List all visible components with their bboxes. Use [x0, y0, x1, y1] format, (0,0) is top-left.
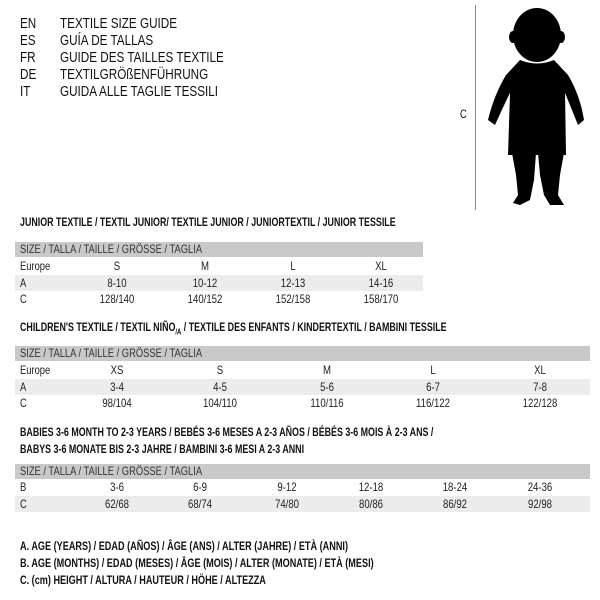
- table-cell: L: [290, 259, 296, 273]
- table-cell: 152/158: [275, 292, 311, 306]
- table-cell: 158/170: [363, 292, 399, 306]
- lang-code: IT: [20, 83, 31, 100]
- lang-title: TEXTILE SIZE GUIDE: [60, 15, 178, 32]
- table-cell: 3-6: [110, 480, 124, 494]
- legend-b: B. AGE (MONTHS) / EDAD (MESES) / ÂGE (MO…: [20, 556, 374, 570]
- table-cell: 3-4: [110, 379, 124, 394]
- table-cell: 7-8: [533, 379, 547, 394]
- header-label: SIZE / TALLA / TAILLE / GRÖSSE / TAGLIA: [20, 464, 203, 478]
- lang-title: GUIDA ALLE TAGLIE TESSILI: [60, 83, 219, 100]
- table-cell: 14-16: [368, 275, 394, 290]
- height-label: C: [460, 107, 467, 121]
- lang-code: FR: [20, 49, 36, 66]
- table-cell: M: [201, 259, 209, 273]
- junior-section-title: JUNIOR TEXTILE / TEXTIL JUNIOR/ TEXTILE …: [20, 215, 396, 229]
- table-row: Europe XS S M L XL: [15, 362, 590, 378]
- table-row: B 3-6 6-9 9-12 12-18 18-24 24-36: [15, 479, 590, 495]
- table-cell: L: [430, 363, 436, 377]
- table-cell: XL: [375, 259, 387, 273]
- table-cell: 5-6: [320, 379, 334, 394]
- header-label: SIZE / TALLA / TAILLE / GRÖSSE / TAGLIA: [20, 242, 203, 256]
- table-cell: S: [216, 363, 224, 377]
- title-part: / TEXTILE DES ENFANTS / KINDERTEXTIL / B…: [181, 320, 447, 334]
- table-cell: M: [323, 363, 331, 377]
- title-sub: /A: [175, 327, 182, 337]
- table-row: C 98/104 104/110 110/116 116/122 122/128: [15, 395, 590, 411]
- row-label: C: [20, 396, 27, 410]
- table-cell: XL: [534, 363, 546, 377]
- row-label: B: [20, 480, 27, 494]
- table-cell: 116/122: [416, 396, 450, 410]
- table-cell: 98/104: [102, 396, 132, 410]
- table-cell: 140/152: [187, 292, 223, 306]
- babies-table-header: SIZE / TALLA / TAILLE / GRÖSSE / TAGLIA: [15, 464, 590, 479]
- children-table-header: SIZE / TALLA / TAILLE / GRÖSSE / TAGLIA: [15, 346, 590, 361]
- height-measure-line: [475, 5, 476, 210]
- table-cell: 128/140: [99, 292, 135, 306]
- table-cell: XS: [110, 363, 124, 377]
- lang-code: DE: [20, 66, 37, 83]
- row-label: A: [20, 275, 27, 290]
- row-label: A: [20, 379, 27, 394]
- row-label: Europe: [20, 259, 51, 273]
- table-row: A 3-4 4-5 5-6 6-7 7-8: [15, 378, 590, 395]
- row-label: C: [20, 496, 27, 511]
- table-cell: 6-7: [426, 379, 440, 394]
- table-cell: 12-13: [280, 275, 306, 290]
- table-cell: 10-12: [192, 275, 218, 290]
- table-cell: 6-9: [193, 480, 207, 494]
- table-cell: 68/74: [187, 496, 213, 511]
- table-cell: 86/92: [442, 496, 468, 511]
- lang-code: ES: [20, 32, 36, 49]
- lang-code: EN: [20, 15, 37, 32]
- row-label: C: [20, 292, 27, 306]
- title-part: CHILDREN'S TEXTILE / TEXTIL NIÑO: [20, 320, 176, 334]
- lang-title: TEXTILGRÖßENFÜHRUNG: [60, 66, 209, 83]
- babies-section-title-line1: BABIES 3-6 MONTH TO 2-3 YEARS / BEBÉS 3-…: [20, 425, 434, 439]
- children-section-title: CHILDREN'S TEXTILE / TEXTIL NIÑO/A / TEX…: [20, 320, 447, 339]
- table-row: A 8-10 10-12 12-13 14-16: [15, 274, 423, 291]
- table-cell: 9-12: [277, 480, 297, 494]
- babies-section-title-line2: BABYS 3-6 MONATE BIS 2-3 JAHRE / BAMBINI…: [20, 442, 305, 456]
- junior-table-header: SIZE / TALLA / TAILLE / GRÖSSE / TAGLIA: [15, 242, 423, 257]
- table-cell: 12-18: [358, 480, 384, 494]
- table-cell: 110/116: [310, 396, 344, 410]
- child-silhouette-icon: [488, 8, 584, 205]
- table-row: Europe S M L XL: [15, 258, 423, 274]
- legend-a: A. AGE (YEARS) / EDAD (AÑOS) / ÂGE (ANS)…: [20, 539, 348, 553]
- table-cell: S: [113, 259, 121, 273]
- table-cell: 80/86: [358, 496, 384, 511]
- table-row: C 62/68 68/74 74/80 80/86 86/92 92/98: [15, 495, 590, 512]
- table-cell: 62/68: [104, 496, 130, 511]
- table-cell: 8-10: [107, 275, 127, 290]
- table-cell: 4-5: [213, 379, 227, 394]
- table-cell: 18-24: [442, 480, 468, 494]
- legend-c: C. (cm) HEIGHT / ALTURA / HAUTEUR / HÖHE…: [20, 573, 266, 587]
- header-label: SIZE / TALLA / TAILLE / GRÖSSE / TAGLIA: [20, 346, 203, 360]
- table-cell: 122/128: [522, 396, 558, 410]
- table-cell: 92/98: [527, 496, 553, 511]
- lang-title: GUIDE DES TAILLES TEXTILE: [60, 49, 224, 66]
- table-row: C 128/140 140/152 152/158 158/170: [15, 291, 423, 307]
- lang-title: GUÍA DE TALLAS: [60, 32, 154, 49]
- table-cell: 74/80: [274, 496, 300, 511]
- row-label: Europe: [20, 363, 51, 377]
- table-cell: 24-36: [527, 480, 553, 494]
- table-cell: 104/110: [203, 396, 237, 410]
